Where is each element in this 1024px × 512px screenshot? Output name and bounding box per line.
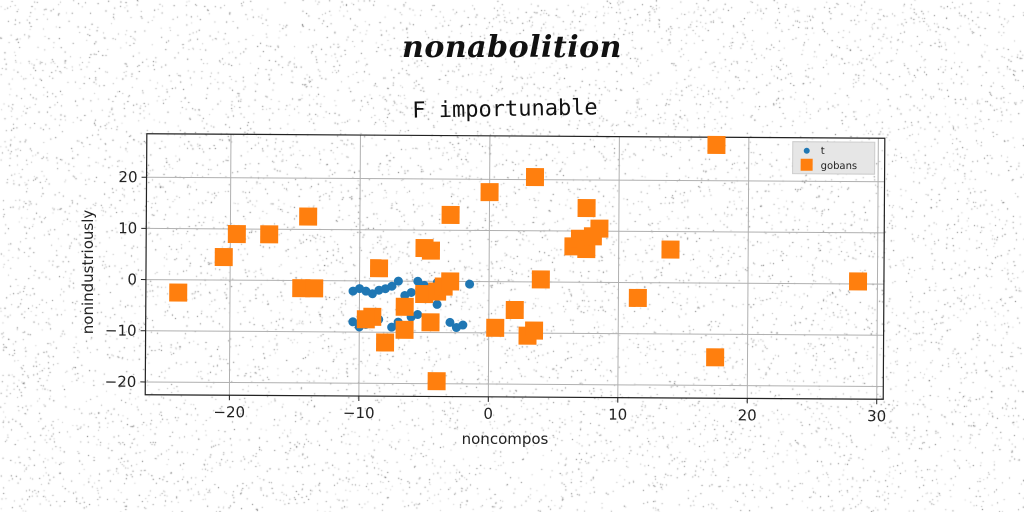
- data-point-gobans: [486, 318, 505, 337]
- x-tick-label: 20: [738, 406, 757, 424]
- data-point-t: [432, 299, 442, 309]
- data-series: [169, 135, 868, 391]
- data-point-gobans: [480, 183, 499, 202]
- data-point-gobans: [305, 279, 324, 298]
- data-point-t: [445, 317, 455, 327]
- data-point-gobans: [227, 225, 246, 244]
- data-point-gobans: [299, 207, 318, 226]
- legend: t gobans: [792, 141, 876, 175]
- data-point-gobans: [214, 247, 233, 267]
- y-gridline: [146, 176, 885, 183]
- legend-marker-gobans: [800, 158, 813, 171]
- data-point-gobans: [848, 272, 868, 291]
- x-tick-label: 0: [483, 405, 493, 423]
- y-gridline: [146, 227, 885, 234]
- data-point-t: [465, 279, 475, 289]
- legend-box: [792, 141, 876, 175]
- data-point-gobans: [260, 225, 279, 244]
- data-point-gobans: [577, 199, 596, 218]
- data-point-t: [413, 310, 423, 320]
- x-gridline: [617, 136, 620, 398]
- tick-marks: −20 −10 0 10 20 30 −20 −10 0 10 20: [105, 168, 887, 425]
- chart-title: F importunable: [412, 95, 598, 123]
- data-point-t: [413, 276, 423, 286]
- y-gridline: [145, 330, 884, 336]
- data-point-gobans: [395, 320, 414, 339]
- x-tick-label: −10: [343, 404, 375, 422]
- data-point-gobans: [376, 333, 395, 352]
- legend-marker-t: [803, 147, 810, 154]
- data-point-gobans: [169, 283, 188, 302]
- data-point-gobans: [706, 348, 725, 367]
- y-tick-label: −20: [105, 373, 137, 391]
- data-point-gobans: [525, 168, 545, 187]
- data-point-gobans: [356, 310, 375, 329]
- data-point-t: [387, 281, 397, 291]
- data-point-t: [406, 287, 416, 297]
- y-tick-label: 20: [118, 168, 137, 186]
- data-point-gobans: [441, 272, 460, 291]
- y-tick-label: 0: [127, 270, 137, 288]
- x-tick-label: 10: [608, 406, 627, 424]
- data-point-gobans: [370, 259, 389, 278]
- y-tick-label: −10: [105, 322, 137, 340]
- x-axis-title: noncompos: [462, 430, 549, 448]
- data-point-gobans: [421, 241, 441, 260]
- legend-label-gobans: gobans: [821, 161, 858, 172]
- y-tick-label: 10: [118, 219, 137, 237]
- data-point-t: [387, 322, 397, 332]
- data-point-gobans: [590, 219, 609, 238]
- series-gobans: [169, 135, 868, 391]
- data-point-gobans: [707, 135, 726, 154]
- data-point-t: [393, 276, 403, 286]
- y-gridline: [145, 279, 884, 285]
- x-tick-label: 30: [867, 407, 886, 425]
- x-gridline: [358, 135, 361, 397]
- data-point-gobans: [661, 240, 680, 259]
- x-gridline: [487, 135, 491, 397]
- x-tick-label: −20: [213, 403, 245, 421]
- y-axis-title: nonindustriously: [79, 210, 97, 335]
- axes-frame: [144, 133, 886, 400]
- data-point-t: [348, 317, 358, 327]
- legend-label-t: t: [821, 146, 825, 157]
- grid: [145, 134, 885, 400]
- data-point-t: [458, 320, 468, 330]
- x-gridline: [876, 138, 879, 400]
- data-point-gobans: [505, 300, 524, 320]
- figure-suptitle: nonabolition: [402, 30, 622, 65]
- data-point-gobans: [421, 313, 440, 332]
- data-point-gobans: [531, 270, 550, 289]
- data-point-gobans: [395, 297, 414, 316]
- data-point-gobans: [628, 288, 647, 308]
- y-gridline: [145, 381, 884, 387]
- data-point-gobans: [441, 205, 460, 224]
- data-point-gobans: [524, 321, 544, 340]
- data-point-gobans: [427, 372, 446, 391]
- x-gridline: [746, 137, 750, 399]
